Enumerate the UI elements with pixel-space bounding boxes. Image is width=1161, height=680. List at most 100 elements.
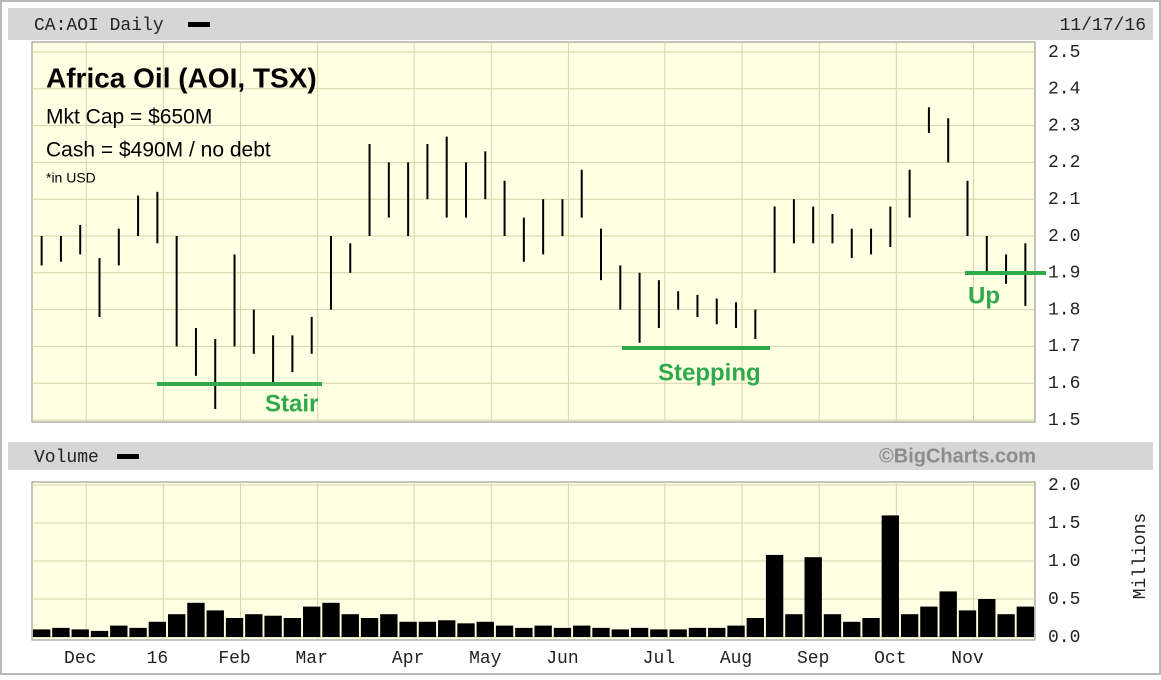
price-header xyxy=(8,8,1153,40)
volume-header xyxy=(8,442,1153,470)
y-tick-label: 2.0 xyxy=(1048,227,1080,247)
volume-bar xyxy=(90,630,109,637)
x-tick-label: Feb xyxy=(218,649,250,669)
annotation-title: Africa Oil (AOI, TSX) xyxy=(46,62,317,93)
y-tick-label: 1.7 xyxy=(1048,337,1080,357)
y-tick-label: 1.5 xyxy=(1048,411,1080,431)
volume-bar xyxy=(225,618,244,637)
y-tick-label: 2.2 xyxy=(1048,153,1080,173)
annotation-note: *in USD xyxy=(46,170,96,186)
y-tick-label: 2.3 xyxy=(1048,116,1080,136)
watermark: ©BigCharts.com xyxy=(879,445,1036,467)
x-tick-label: Oct xyxy=(874,649,906,669)
volume-bar xyxy=(862,618,880,637)
y-tick-label: 2.1 xyxy=(1048,190,1080,210)
volume-bar xyxy=(129,627,147,637)
volume-bar xyxy=(765,554,784,637)
x-tick-label: Apr xyxy=(392,649,424,669)
y-tick-label: 1.8 xyxy=(1048,300,1080,320)
volume-bar xyxy=(303,606,321,637)
volume-bar xyxy=(245,614,263,637)
x-tick-label: Sep xyxy=(797,649,829,669)
x-tick-label: Dec xyxy=(64,649,96,669)
volume-bar xyxy=(110,625,128,637)
volume-bar xyxy=(804,557,822,637)
volume-bar xyxy=(418,621,437,637)
volume-bar xyxy=(900,614,919,637)
y-tick-label: 1.0 xyxy=(1048,552,1080,572)
date: 11/17/16 xyxy=(1060,16,1146,36)
volume-bar xyxy=(688,627,707,637)
x-tick-label: May xyxy=(469,649,502,669)
volume-bar xyxy=(939,591,957,637)
x-tick-label: Nov xyxy=(951,649,984,669)
annotation-line: Cash = $490M / no debt xyxy=(46,139,271,162)
y-tick-label: 2.4 xyxy=(1048,80,1080,100)
volume-bar xyxy=(553,627,572,637)
volume-bar xyxy=(978,599,996,637)
volume-title: Volume xyxy=(34,448,99,468)
volume-bar xyxy=(187,602,205,637)
volume-bar xyxy=(920,606,938,637)
volume-bar xyxy=(476,621,494,637)
level-label: Up xyxy=(968,282,1000,309)
volume-bar xyxy=(708,627,726,637)
volume-bar xyxy=(380,614,398,637)
y-tick-label: 0.0 xyxy=(1048,628,1080,648)
y-tick-label: 2.0 xyxy=(1048,476,1080,496)
volume-bar xyxy=(495,625,514,637)
y-tick-label: 1.6 xyxy=(1048,374,1080,394)
volume-bar xyxy=(534,625,552,637)
volume-bar xyxy=(746,618,764,637)
volume-bar xyxy=(399,621,417,637)
volume-bar xyxy=(360,618,379,637)
volume-bar xyxy=(71,629,89,637)
volume-bar xyxy=(669,629,687,637)
volume-bar xyxy=(52,627,70,637)
volume-bar xyxy=(457,623,475,637)
volume-bar xyxy=(1016,606,1035,637)
x-tick-label: Mar xyxy=(295,649,327,669)
volume-bar xyxy=(592,627,610,637)
chart-title: CA:AOI Daily xyxy=(34,16,164,36)
legend-icon xyxy=(117,454,139,459)
volume-bar xyxy=(264,615,282,637)
x-tick-label: 16 xyxy=(147,649,169,669)
volume-bar xyxy=(283,618,302,637)
y-tick-label: 1.5 xyxy=(1048,514,1080,534)
annotation-line: Mkt Cap = $650M xyxy=(46,106,212,129)
volume-bar xyxy=(206,610,224,637)
volume-bar xyxy=(881,515,900,637)
marks xyxy=(32,107,1035,637)
x-tick-label: Aug xyxy=(720,649,752,669)
legend-icon xyxy=(188,22,210,27)
level-label: Stair xyxy=(265,390,318,417)
volume-bar xyxy=(785,614,803,637)
volume-bar xyxy=(148,621,167,637)
volume-bar xyxy=(843,621,861,637)
grid xyxy=(32,42,1035,640)
y-tick-label: 2.5 xyxy=(1048,43,1080,63)
volume-bar xyxy=(727,625,745,637)
volume-bar xyxy=(438,620,456,637)
volume-bar xyxy=(32,629,51,637)
level-label: Stepping xyxy=(658,359,761,386)
x-tick-label: Jul xyxy=(643,649,675,669)
y-axis-label: Millions xyxy=(1131,513,1151,599)
volume-bar xyxy=(630,627,649,637)
volume-bar xyxy=(322,602,340,637)
volume-bar xyxy=(611,629,629,637)
volume-bar xyxy=(823,614,842,637)
volume-bar xyxy=(958,610,977,637)
volume-bar xyxy=(341,614,359,637)
volume-bar xyxy=(650,629,668,637)
volume-bar xyxy=(997,614,1015,637)
volume-bar xyxy=(167,614,186,637)
price-plot xyxy=(31,41,1036,423)
y-tick-label: 0.5 xyxy=(1048,590,1080,610)
x-tick-label: Jun xyxy=(546,649,578,669)
volume-bar xyxy=(515,627,533,637)
y-tick-label: 1.9 xyxy=(1048,264,1080,284)
volume-bar xyxy=(573,625,591,637)
